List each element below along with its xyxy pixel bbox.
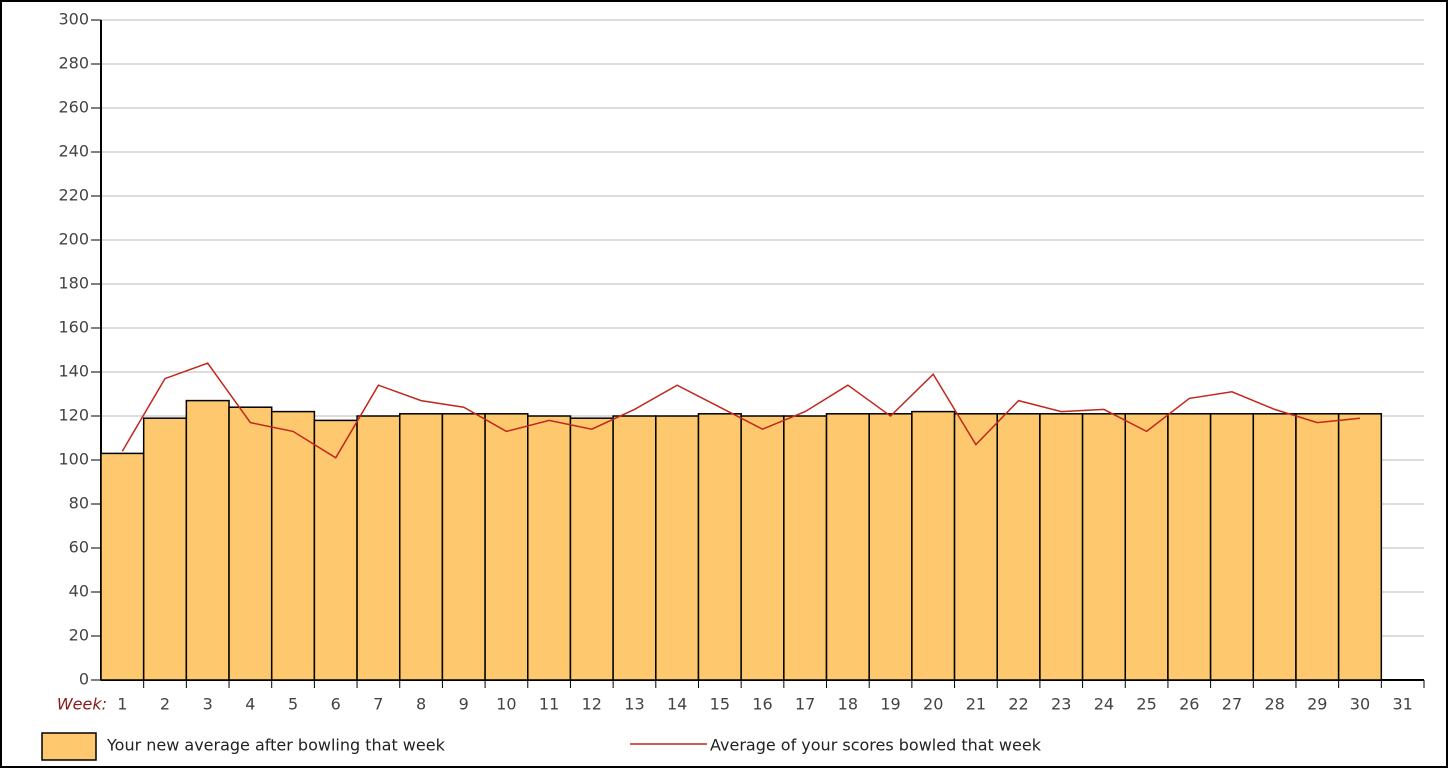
- x-tick-label: 11: [539, 695, 559, 714]
- x-tick-label: 30: [1350, 695, 1370, 714]
- y-tick-label: 60: [69, 538, 89, 557]
- bar: [953, 413, 998, 681]
- bar: [655, 415, 700, 681]
- y-tick-label: 180: [58, 274, 89, 293]
- y-tick-label: 200: [58, 230, 89, 249]
- bar: [228, 406, 273, 681]
- x-tick-label: 6: [331, 695, 341, 714]
- x-axis-label: Week:: [57, 695, 107, 714]
- y-tick-label: 260: [58, 98, 89, 117]
- x-tick-label: 21: [966, 695, 986, 714]
- y-tick-label: 160: [58, 318, 89, 337]
- bar: [441, 413, 486, 681]
- bar: [825, 413, 870, 681]
- x-tick-label: 23: [1051, 695, 1071, 714]
- bar: [569, 417, 614, 681]
- x-tick-label: 28: [1264, 695, 1284, 714]
- y-tick-label: 40: [69, 582, 89, 601]
- x-tick-label: 16: [752, 695, 772, 714]
- bar: [1039, 413, 1084, 681]
- bar: [313, 419, 358, 681]
- legend-label: Average of your scores bowled that week: [710, 736, 1042, 755]
- y-tick-label: 280: [58, 54, 89, 73]
- y-tick-label: 140: [58, 362, 89, 381]
- bar: [1124, 413, 1169, 681]
- x-tick-label: 10: [496, 695, 516, 714]
- x-tick-label: 31: [1392, 695, 1412, 714]
- x-tick-label: 20: [923, 695, 943, 714]
- bar: [911, 410, 956, 681]
- bar: [185, 399, 230, 681]
- bar: [398, 413, 444, 681]
- y-tick-label: 220: [58, 186, 89, 205]
- x-tick-label: 2: [160, 695, 170, 714]
- bar: [1081, 413, 1127, 681]
- x-tick-label: 13: [624, 695, 644, 714]
- x-tick-label: 1: [117, 695, 127, 714]
- x-tick-label: 14: [667, 695, 687, 714]
- x-tick-label: 8: [416, 695, 426, 714]
- bar: [356, 415, 401, 681]
- x-tick-label: 3: [203, 695, 213, 714]
- bar: [100, 452, 145, 681]
- y-tick-label: 0: [79, 670, 89, 689]
- bar: [697, 413, 742, 681]
- x-tick-label: 17: [795, 695, 815, 714]
- bar: [527, 415, 572, 681]
- bar: [996, 413, 1041, 681]
- legend-label: Your new average after bowling that week: [106, 736, 446, 755]
- x-tick-label: 27: [1222, 695, 1242, 714]
- line: [121, 362, 1361, 459]
- y-tick-label: 100: [58, 450, 89, 469]
- bar: [1252, 413, 1297, 681]
- x-tick-label: 12: [582, 695, 602, 714]
- x-tick-label: 5: [288, 695, 298, 714]
- bar: [1167, 413, 1212, 681]
- y-tick-label: 240: [58, 142, 89, 161]
- x-tick-label: 19: [880, 695, 900, 714]
- x-tick-label: 4: [245, 695, 255, 714]
- y-tick-label: 20: [69, 626, 89, 645]
- x-tick-label: 9: [459, 695, 469, 714]
- bar: [868, 413, 913, 681]
- bar: [1209, 413, 1255, 681]
- bar: [612, 415, 657, 681]
- legend-swatch: [41, 732, 97, 761]
- bar: [1337, 413, 1383, 681]
- bar: [142, 417, 188, 681]
- x-tick-label: 7: [373, 695, 383, 714]
- bar: [783, 415, 828, 681]
- x-tick-label: 18: [838, 695, 858, 714]
- y-tick-label: 120: [58, 406, 89, 425]
- x-tick-label: 22: [1008, 695, 1028, 714]
- x-tick-label: 26: [1179, 695, 1199, 714]
- bar: [1295, 413, 1340, 681]
- y-tick-label: 300: [58, 10, 89, 29]
- y-tick-label: 80: [69, 494, 89, 513]
- x-tick-label: 15: [710, 695, 730, 714]
- bar: [740, 415, 785, 681]
- bar: [484, 413, 529, 681]
- x-tick-label: 25: [1136, 695, 1156, 714]
- x-tick-label: 29: [1307, 695, 1327, 714]
- x-tick-label: 24: [1094, 695, 1114, 714]
- bar: [270, 410, 316, 681]
